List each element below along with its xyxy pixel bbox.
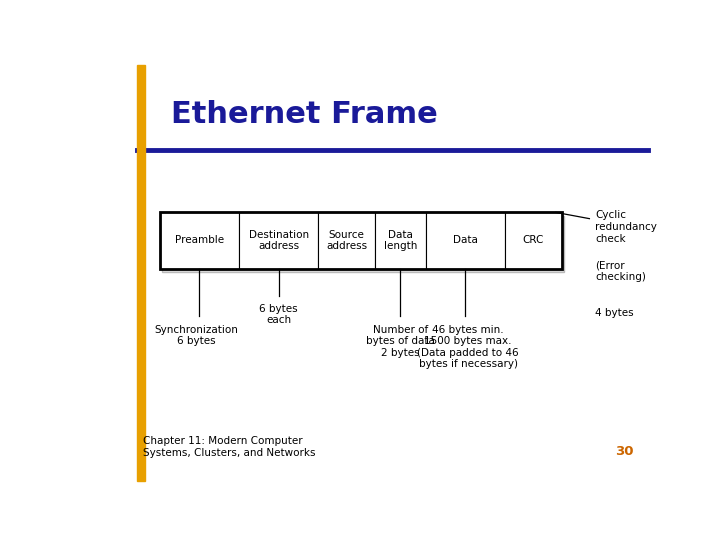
Bar <box>162 216 564 272</box>
Text: Preamble: Preamble <box>175 235 224 246</box>
Bar <box>318 212 375 268</box>
Text: 4 bytes: 4 bytes <box>595 308 634 318</box>
Text: Destination
address: Destination address <box>248 230 309 251</box>
Bar <box>505 212 562 268</box>
Text: Source
address: Source address <box>326 230 367 251</box>
Bar <box>426 212 505 268</box>
Text: (Error
checking): (Error checking) <box>595 260 646 282</box>
Bar <box>160 212 562 268</box>
Text: 46 bytes min.
1500 bytes max.
(Data padded to 46
bytes if necessary): 46 bytes min. 1500 bytes max. (Data padd… <box>418 325 519 369</box>
Bar <box>138 65 145 481</box>
Text: Cyclic
redundancy
check: Cyclic redundancy check <box>595 210 657 244</box>
Text: Data
length: Data length <box>384 230 417 251</box>
Text: Data: Data <box>453 235 478 246</box>
Text: Ethernet Frame: Ethernet Frame <box>171 100 438 129</box>
Text: Number of
bytes of data
2 bytes: Number of bytes of data 2 bytes <box>366 325 435 358</box>
Bar <box>239 212 318 268</box>
Text: Synchronization
6 bytes: Synchronization 6 bytes <box>155 325 238 346</box>
Bar <box>160 212 239 268</box>
Text: Chapter 11: Modern Computer
Systems, Clusters, and Networks: Chapter 11: Modern Computer Systems, Clu… <box>143 436 315 458</box>
Text: CRC: CRC <box>523 235 544 246</box>
Text: 30: 30 <box>616 445 634 458</box>
Bar <box>375 212 426 268</box>
Text: 6 bytes
each: 6 bytes each <box>259 304 298 326</box>
